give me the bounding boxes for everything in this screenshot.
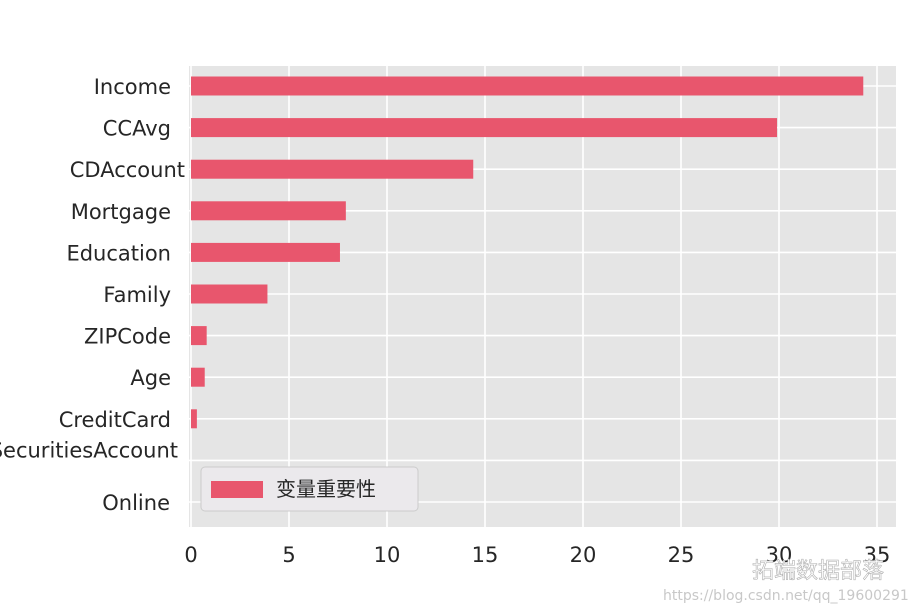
y-tick-label: Mortgage	[71, 200, 171, 224]
x-tick-label: 35	[864, 543, 891, 567]
y-tick-label: Family	[103, 283, 171, 307]
legend-swatch	[211, 481, 263, 498]
x-tick-labels: 0 5 10 15 20 25 30 35	[184, 543, 890, 567]
x-tick-label: 25	[668, 543, 695, 567]
bar-creditcard	[191, 409, 197, 429]
x-gridlines	[190, 66, 878, 527]
x-tick-label: 30	[766, 543, 793, 567]
bar-income	[191, 76, 864, 96]
y-tick-label: Income	[94, 75, 171, 99]
y-tick-label: Education	[66, 241, 171, 265]
y-tick-labels: Income CCAvg CDAccount Mortgage Education Fam…	[0, 75, 185, 515]
legend-label: 变量重要性	[276, 477, 376, 501]
x-tick-label: 15	[472, 543, 499, 567]
bar-education	[191, 242, 340, 262]
bar-cdaccount	[191, 159, 474, 179]
y-tick-label: Online	[102, 491, 170, 515]
bar-zipcode	[191, 326, 207, 346]
bar-family	[191, 284, 268, 304]
legend: 变量重要性	[200, 466, 419, 512]
bar-mortgage	[191, 201, 346, 221]
y-tick-label: Age	[130, 366, 171, 390]
watermark: 拓端数据部落 https://blog.csdn.net/qq_19600291	[663, 555, 909, 604]
watermark-brand: 拓端数据部落	[752, 559, 884, 584]
x-tick-label: 0	[184, 543, 197, 567]
x-tick-label: 5	[282, 543, 295, 567]
watermark-url: https://blog.csdn.net/qq_19600291	[663, 588, 909, 604]
y-tick-label: SecuritiesAccount	[0, 438, 178, 462]
x-tick-label: 20	[570, 543, 597, 567]
bars	[191, 76, 864, 429]
wechat-icon	[707, 555, 745, 586]
bar-age	[191, 367, 205, 387]
bar-ccavg	[191, 118, 778, 138]
y-tick-label: CDAccount	[70, 158, 185, 182]
y-tick-label: CreditCard	[59, 408, 171, 432]
legend-box	[200, 466, 419, 512]
plot-area	[189, 66, 896, 527]
y-tick-label: ZIPCode	[84, 325, 171, 349]
y-tick-label: CCAvg	[103, 117, 171, 141]
x-tick-label: 10	[374, 543, 401, 567]
